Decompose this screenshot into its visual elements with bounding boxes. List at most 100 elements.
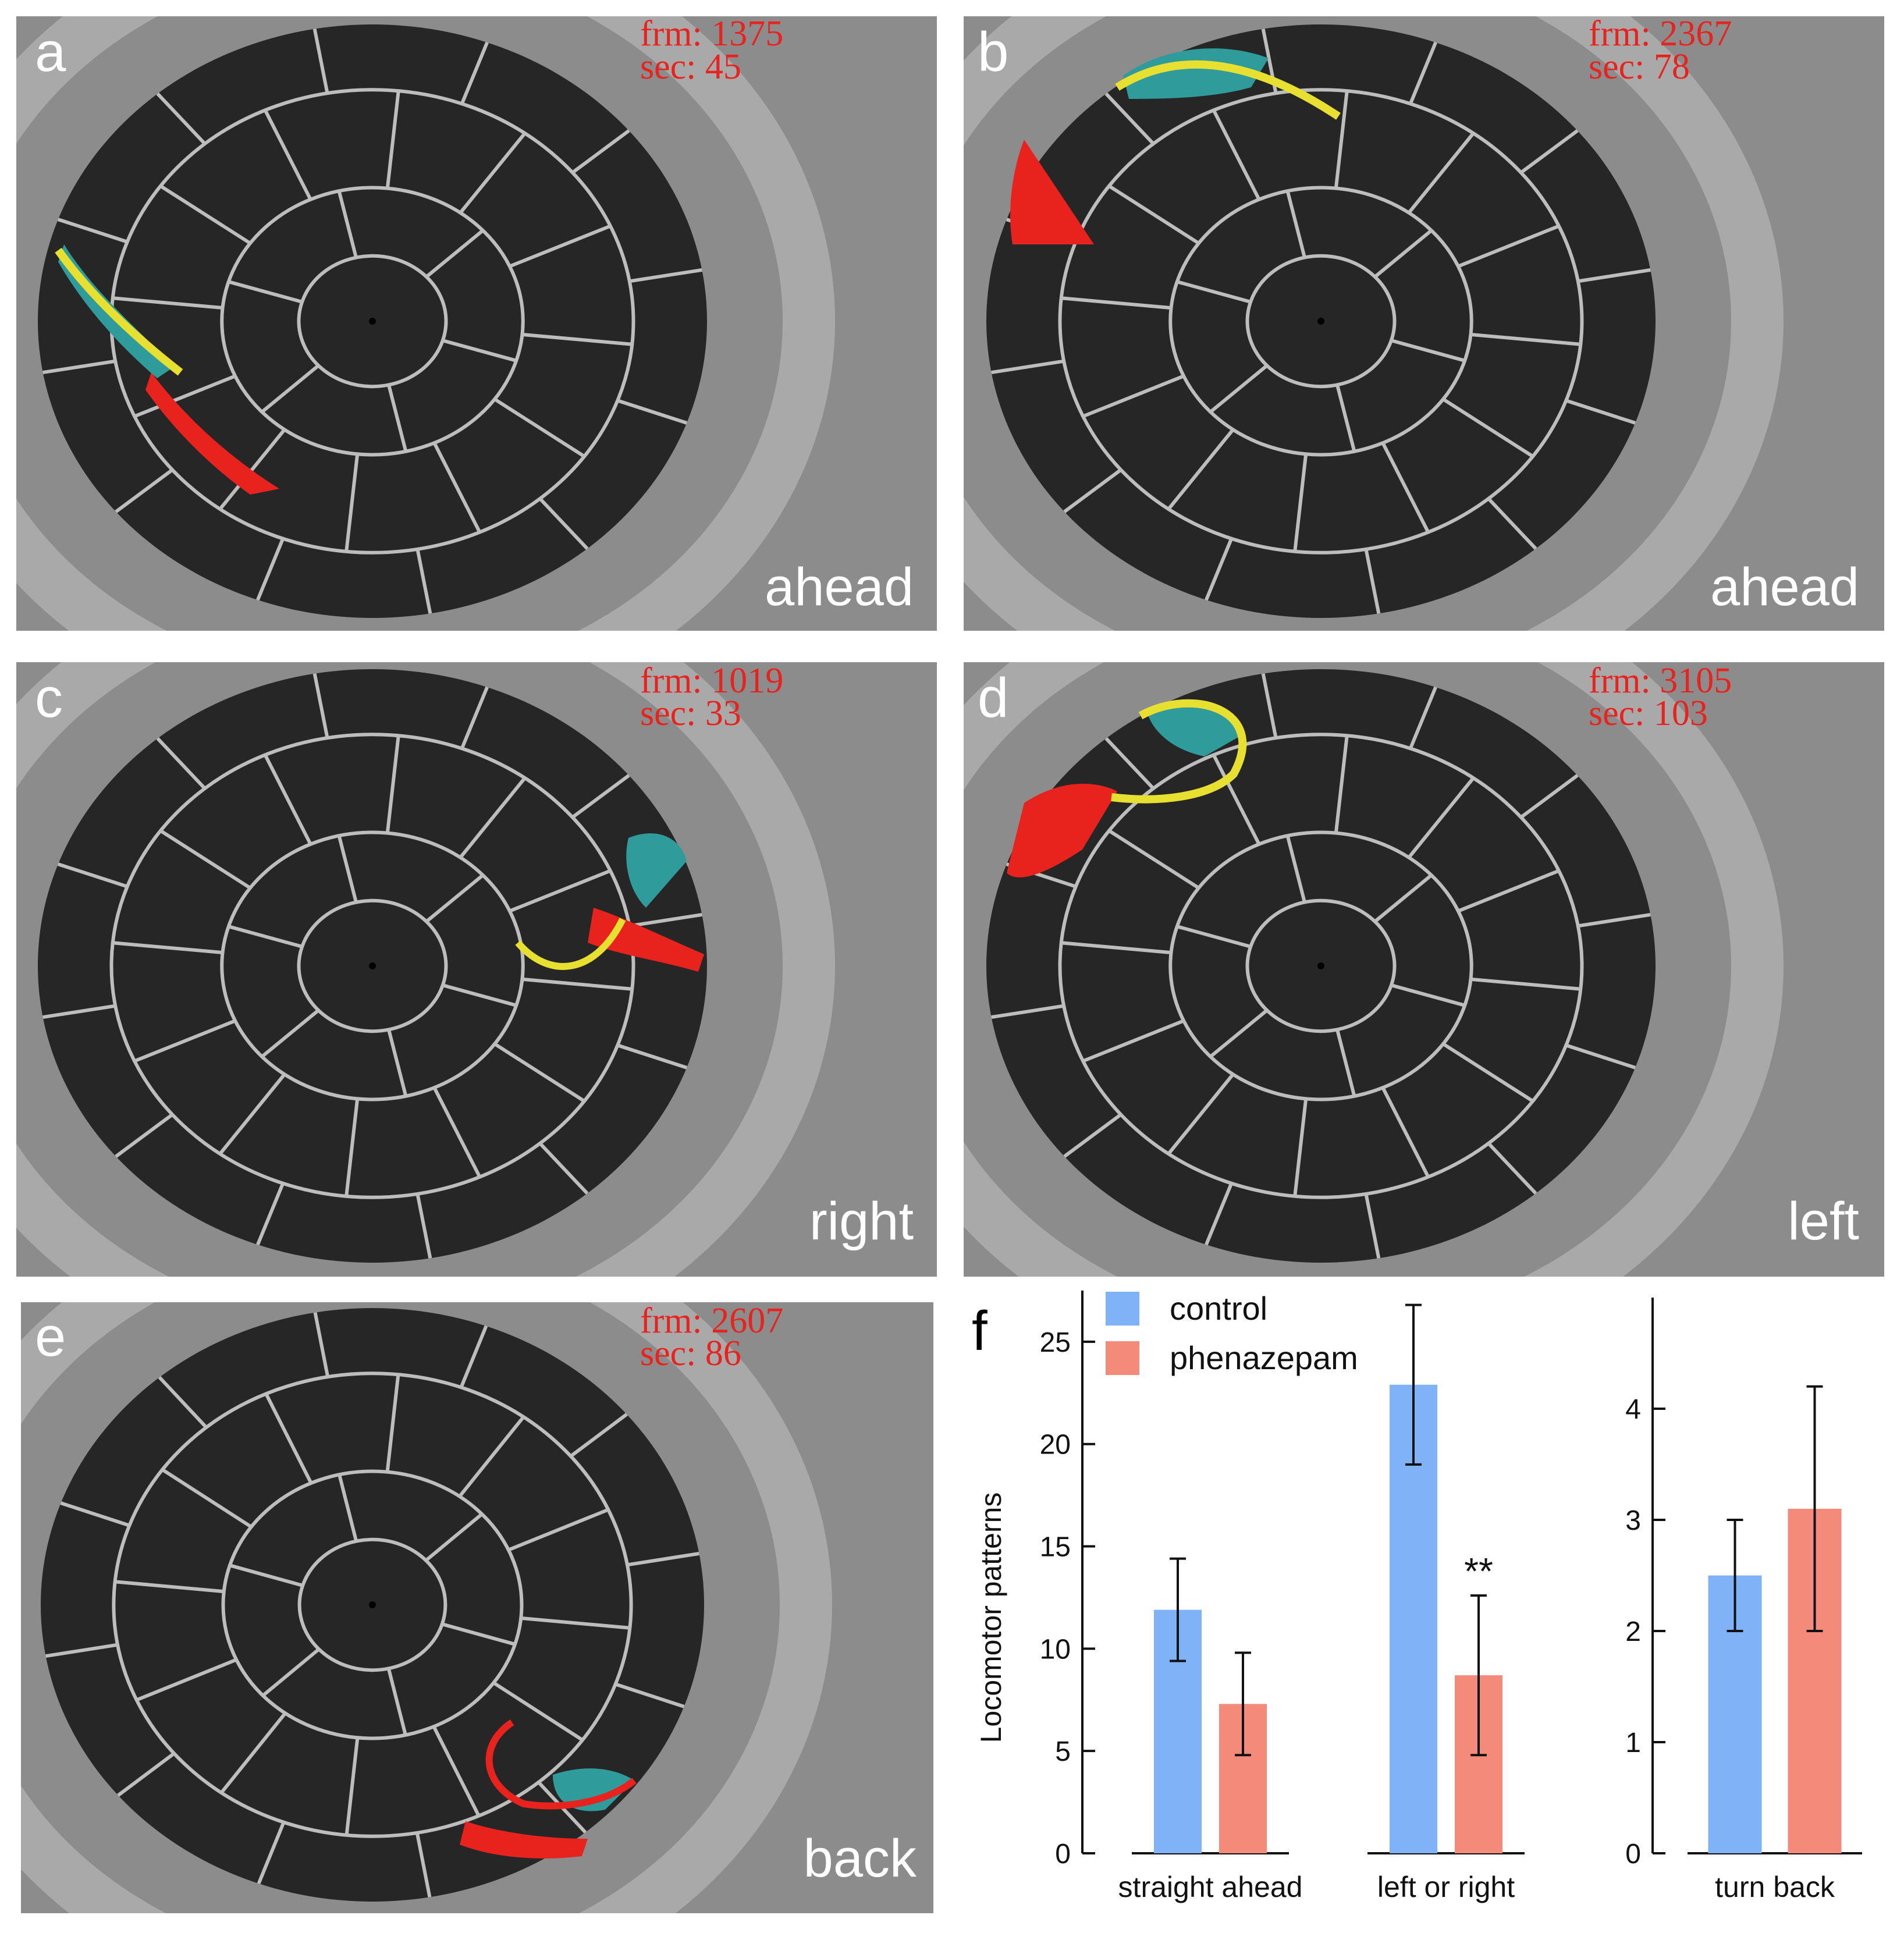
arena-spoke-middle (385, 1374, 400, 1472)
arena-spoke-middle (1293, 454, 1308, 552)
arena-spoke-middle (432, 1086, 482, 1178)
arena-spoke-outer (415, 1193, 432, 1259)
arena-spoke-middle (1167, 1073, 1235, 1155)
arena-spoke-outer (991, 1004, 1064, 1019)
arena-spoke-outer (1578, 912, 1651, 928)
arena-spoke-middle (263, 754, 312, 845)
arena (964, 662, 1784, 1277)
frame-counter: frm: 1019 (640, 661, 783, 701)
arena-spoke-outer (538, 497, 589, 550)
tracked-mouse-outline-yellow (1111, 699, 1247, 804)
arena-spoke-middle (1082, 1019, 1185, 1063)
arena-spoke-outer (1578, 268, 1651, 283)
arena-spoke-outer (312, 29, 329, 94)
arena-spoke-inner (1177, 925, 1251, 948)
arena-spoke-middle (134, 374, 236, 418)
arena-spoke-outer (459, 1325, 488, 1388)
arena (21, 1302, 832, 1913)
arena-spoke-inner (386, 1668, 407, 1736)
tracked-mouse-outline-yellow (55, 247, 183, 376)
legend-swatch-control (1106, 1292, 1139, 1326)
arena (16, 662, 835, 1277)
arena-spoke-middle (492, 1681, 584, 1742)
arena (16, 16, 835, 631)
arena-ring-2 (1058, 88, 1584, 555)
video-panel-a: a frm: 1375 sec: 45 ahead (16, 14, 937, 631)
arena-ring-1 (1168, 186, 1473, 457)
arena-spoke-outer (156, 92, 207, 145)
arena-spoke-middle (159, 184, 251, 245)
arena-spoke-middle (1082, 374, 1185, 418)
arena-center-dot (1317, 318, 1324, 325)
arena-spoke-inner (442, 339, 517, 363)
arena-spoke-inner (1177, 280, 1251, 304)
arena-spoke-middle (493, 1042, 585, 1103)
arena-spoke-outer (1104, 737, 1155, 790)
arena-spoke-inner (261, 1647, 320, 1697)
arena-spoke-outer (117, 1752, 175, 1797)
y-tick-label: 10 (1040, 1634, 1071, 1665)
arena-outer-ring (21, 1302, 832, 1913)
arena-ring-0 (297, 1537, 447, 1672)
arena-spoke-middle (344, 1737, 360, 1836)
arena-spoke-inner (425, 229, 484, 279)
legend-label-phenazepam: phenazepam (1170, 1339, 1358, 1376)
arena-spoke-middle (218, 428, 286, 510)
arena-spoke-outer (313, 1312, 330, 1377)
movement-label: right (809, 1192, 914, 1251)
arena-ring-0 (297, 254, 448, 389)
arena-ring-2 (109, 733, 635, 1199)
tracked-mouse-body-teal (626, 833, 687, 908)
arena-spoke-outer (1487, 497, 1537, 550)
seconds-counter: sec: 45 (640, 47, 741, 87)
arena-spoke-inner (261, 364, 320, 414)
arena-spoke-middle (263, 109, 312, 201)
arena-ring-1 (220, 830, 525, 1101)
arena-spoke-middle (509, 224, 611, 268)
arena-spoke-middle (1061, 941, 1171, 955)
arena-spoke-outer (42, 359, 116, 375)
arena-spoke-middle (507, 1508, 609, 1552)
arena-spoke-inner (229, 1564, 304, 1587)
arena-spoke-middle (115, 1580, 225, 1594)
arena-ring-2 (1058, 733, 1584, 1199)
tracked-mouse-body-red (460, 1821, 588, 1859)
arena-spoke-middle (1212, 754, 1261, 845)
arena-spoke-outer (60, 1501, 130, 1527)
legend-label-control: control (1170, 1290, 1267, 1327)
frame-counter: frm: 3105 (1589, 661, 1732, 701)
arena-spoke-middle (1293, 1099, 1308, 1197)
seconds-counter: sec: 86 (640, 1334, 741, 1373)
arena-spoke-outer (460, 41, 489, 105)
arena-spoke-outer (571, 774, 630, 819)
frame-counter: frm: 1375 (640, 14, 783, 54)
video-panel-e: e frm: 2607 sec: 86 back (21, 1302, 933, 1913)
arena-spoke-outer (614, 1682, 685, 1708)
arena-ring-1 (220, 186, 525, 457)
arena-spoke-middle (112, 941, 223, 955)
arena-spoke-inner (441, 1622, 516, 1646)
arena-spoke-inner (1373, 229, 1433, 279)
arena-spoke-outer (1063, 1113, 1122, 1158)
arena-spoke-inner (338, 1474, 358, 1542)
arena-spoke-outer (1205, 1182, 1233, 1246)
arena-spoke-outer (1364, 549, 1381, 614)
arena-spoke-middle (1407, 777, 1475, 859)
arena-spoke-outer (629, 268, 702, 283)
arena-spoke-inner (228, 280, 303, 304)
arena-spoke-outer (312, 673, 329, 738)
arena-spoke-inner (1285, 835, 1306, 903)
arena-spoke-outer (415, 1832, 432, 1898)
arena-spoke-outer (1063, 468, 1122, 513)
y-tick-label: 15 (1040, 1532, 1071, 1563)
legend: control phenazepam (1106, 1290, 1358, 1376)
arena-spoke-middle (1334, 735, 1349, 833)
tracked-mouse-outline-yellow (1115, 60, 1341, 120)
panel-letter: f (972, 1300, 987, 1362)
y-tick-label: 20 (1040, 1430, 1071, 1461)
arena-spoke-middle (459, 132, 527, 214)
arena-spoke-inner (1209, 1008, 1269, 1058)
tracked-mouse-body-teal (553, 1768, 634, 1811)
arena (964, 16, 1784, 631)
x-category-label: turn back (1715, 1871, 1835, 1903)
